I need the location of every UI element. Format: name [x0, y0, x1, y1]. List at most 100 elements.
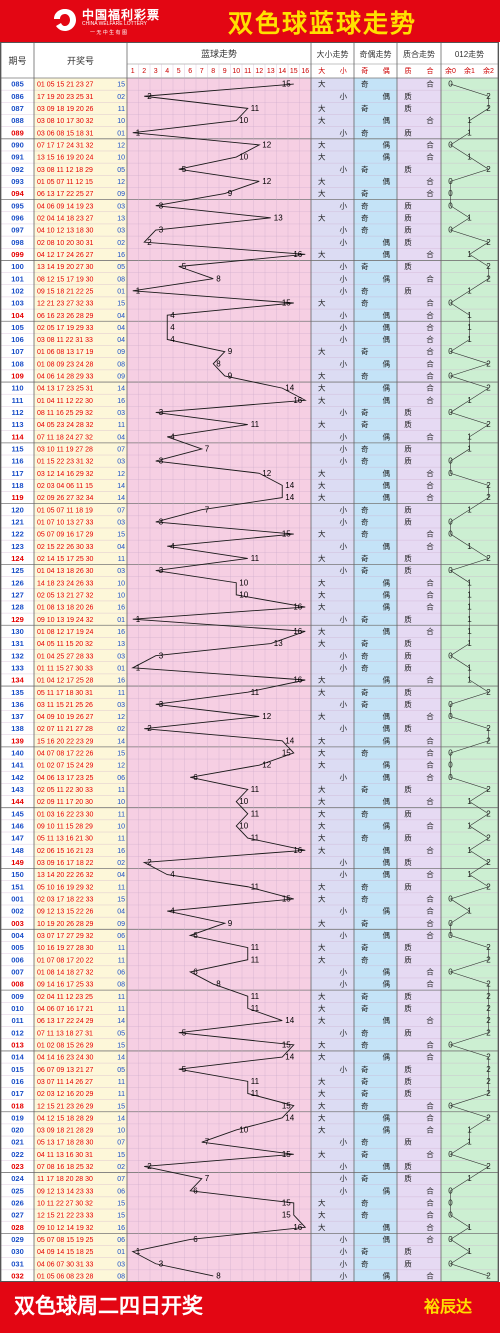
trend-point-label: 9	[228, 372, 233, 381]
issue-number: 099	[11, 250, 24, 259]
mod-remainder-mark: 1	[467, 676, 472, 685]
size-mark: 大	[318, 553, 326, 563]
prime-composite-mark: 合	[426, 188, 434, 198]
trend-point-label: 8	[216, 274, 221, 283]
size-mark: 大	[318, 1039, 326, 1049]
mod-remainder-mark: 2	[486, 1028, 491, 1037]
size-mark: 小	[340, 311, 348, 320]
blue-ball-number: 16	[117, 848, 125, 855]
prime-composite-mark: 合	[426, 310, 434, 320]
trend-point-label: 12	[262, 761, 271, 770]
author-signature: 裕辰达	[424, 1297, 473, 1316]
oddeven-mark: 偶	[383, 249, 391, 259]
red-balls: 13 15 16 19 20 24	[37, 155, 94, 162]
trend-point-label: 9	[228, 347, 233, 356]
mod-remainder-mark: 2	[486, 992, 491, 1001]
red-balls: 04 06 14 28 29 33	[37, 374, 94, 381]
blue-ball-number: 08	[117, 361, 125, 368]
size-zone-bg	[311, 78, 354, 1282]
trend-point-label: 11	[251, 834, 260, 843]
size-mark: 小	[340, 700, 348, 709]
trend-point-label: 11	[251, 882, 260, 891]
blue-ball-number: 06	[117, 969, 125, 976]
size-mark: 大	[318, 784, 326, 794]
trend-point-label: 10	[239, 1126, 248, 1135]
size-mark: 大	[318, 1112, 326, 1122]
size-mark: 小	[340, 286, 348, 295]
mod-remainder-mark: 2	[486, 1053, 491, 1062]
blue-ball-number: 05	[117, 264, 125, 271]
trend-point-label: 5	[182, 1028, 187, 1037]
mod-remainder-mark: 0	[448, 712, 453, 721]
red-balls: 03 08 10 17 30 32	[37, 118, 94, 125]
issue-number: 027	[11, 1211, 24, 1220]
mod-remainder-mark: 1	[467, 822, 472, 831]
blue-ball-number: 11	[118, 884, 125, 891]
blue-ball-number: 02	[117, 240, 125, 247]
prime-composite-mark: 合	[426, 748, 434, 758]
red-balls: 05 07 09 16 17 29	[37, 532, 94, 539]
blue-ball-number: 15	[117, 301, 125, 308]
size-mark: 大	[318, 419, 326, 429]
oddeven-mark: 奇	[361, 638, 369, 648]
issue-number: 016	[11, 1077, 24, 1086]
size-mark: 大	[318, 638, 326, 648]
oddeven-mark: 奇	[361, 200, 369, 210]
oddeven-mark: 奇	[361, 942, 369, 952]
prime-composite-mark: 合	[426, 1039, 434, 1049]
trend-point-label: 1	[136, 286, 141, 295]
size-mark: 大	[318, 298, 326, 308]
oddeven-mark: 偶	[383, 723, 391, 733]
issue-number: 127	[11, 590, 24, 599]
prime-composite-mark: 质	[404, 699, 412, 709]
issue-number: 117	[11, 469, 23, 478]
blue-ball-number: 13	[117, 215, 125, 222]
trend-point-label: 16	[293, 627, 302, 636]
blue-ball-number: 09	[117, 191, 125, 198]
issue-number: 129	[11, 615, 24, 624]
trend-point-label: 15	[282, 1150, 291, 1159]
size-mark: 小	[340, 1162, 348, 1171]
prime-composite-mark: 质	[404, 553, 412, 563]
blue-ball-number: 10	[117, 592, 125, 599]
size-mark: 小	[340, 226, 348, 235]
red-balls: 04 06 09 14 19 23	[37, 203, 94, 210]
blue-ball-number: 04	[117, 434, 125, 441]
issue-number: 019	[11, 1113, 24, 1122]
mod-remainder-mark: 1	[467, 578, 472, 587]
red-balls: 12 15 21 23 26 29	[37, 1103, 94, 1110]
red-balls: 01 04 25 27 28 33	[37, 653, 94, 660]
mod-remainder-mark: 0	[448, 530, 453, 539]
trend-point-label: 8	[216, 359, 221, 368]
prime-composite-mark: 质	[404, 419, 412, 429]
issue-number: 109	[11, 372, 24, 381]
mod-remainder-mark: 1	[467, 1223, 472, 1232]
mod-remainder-mark: 2	[486, 834, 491, 843]
oddeven-mark: 奇	[361, 553, 369, 563]
red-balls: 02 15 22 26 30 33	[37, 544, 94, 551]
blue-ball-number: 06	[117, 1237, 125, 1244]
red-balls: 04 13 17 23 25 31	[37, 386, 94, 393]
size-mark: 小	[340, 457, 348, 466]
issue-number: 147	[11, 834, 24, 843]
oddeven-mark: 奇	[361, 1173, 369, 1183]
issue-number: 020	[11, 1126, 24, 1135]
issue-number: 106	[11, 335, 24, 344]
mod-remainder-mark: 0	[448, 967, 453, 976]
prime-composite-mark: 质	[404, 127, 412, 137]
red-balls: 08 12 15 17 19 30	[37, 276, 94, 283]
red-balls: 05 10 16 19 29 32	[37, 884, 94, 891]
trend-point-label: 3	[159, 700, 164, 709]
prime-composite-mark: 质	[404, 723, 412, 733]
oddeven-mark: 奇	[361, 225, 369, 235]
red-balls: 01 05 15 21 23 27	[37, 82, 94, 89]
oddeven-mark: 奇	[361, 188, 369, 198]
sub-column-header: 余0	[445, 66, 456, 75]
oddeven-mark: 奇	[361, 419, 369, 429]
oddeven-mark: 偶	[383, 152, 391, 162]
oddeven-mark: 奇	[361, 298, 369, 308]
trend-point-label: 2	[147, 858, 152, 867]
prime-composite-mark: 质	[404, 103, 412, 113]
oddeven-mark: 奇	[361, 614, 369, 624]
